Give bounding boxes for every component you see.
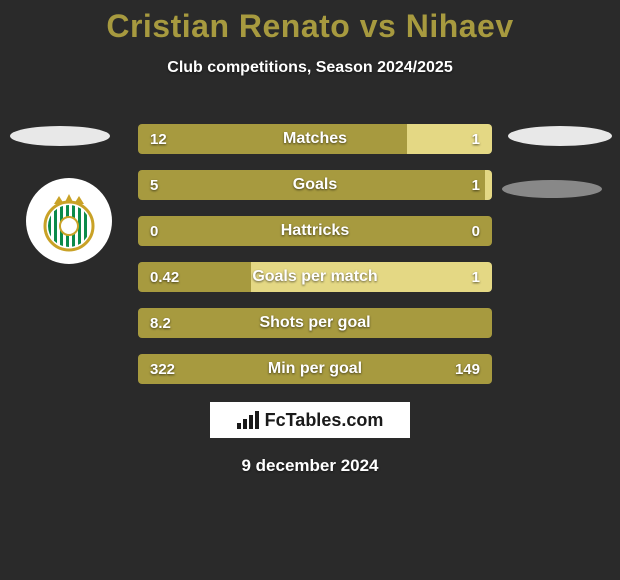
crest-icon [34,186,104,256]
date-label: 9 december 2024 [0,456,620,476]
stat-label: Min per goal [138,354,492,384]
stat-label: Shots per goal [138,308,492,338]
stat-label: Goals per match [138,262,492,292]
stat-row: 51Goals [138,170,492,200]
player-right-placeholder-2 [502,180,602,198]
club-crest [26,178,112,264]
page-subtitle: Club competitions, Season 2024/2025 [0,59,620,77]
stat-label: Hattricks [138,216,492,246]
fctables-label: FcTables.com [265,410,384,431]
stat-row: 00Hattricks [138,216,492,246]
player-right-placeholder [508,126,612,146]
stat-row: 322149Min per goal [138,354,492,384]
player-left-placeholder [10,126,110,146]
fctables-logo-icon [237,411,259,429]
stat-rows: 121Matches 51Goals 00Hattricks 0.421Goals p… [138,124,492,400]
stat-label: Goals [138,170,492,200]
fctables-badge: FcTables.com [210,402,410,438]
stat-row: 121Matches [138,124,492,154]
stat-row: 0.421Goals per match [138,262,492,292]
stat-label: Matches [138,124,492,154]
page-title: Cristian Renato vs Nihaev [0,0,620,45]
comparison-infographic: Cristian Renato vs Nihaev Club competiti… [0,0,620,580]
stat-row: 8.2Shots per goal [138,308,492,338]
